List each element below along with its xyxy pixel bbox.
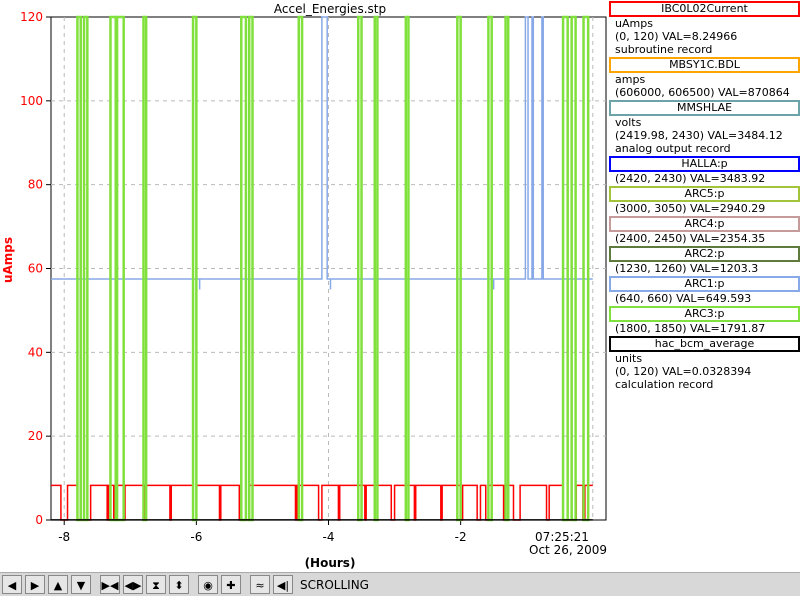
pv-entry[interactable]: MMSHLAE volts (2419.98, 2430) VAL=3484.12 a…: [609, 100, 800, 155]
y-axis-label: uAmps: [1, 237, 15, 283]
pv-detail: (0, 120) VAL=0.0328394: [615, 365, 752, 378]
pv-entry[interactable]: ARC4:p (2400, 2450) VAL=2354.35: [609, 216, 800, 245]
series-arc1-p-line: [51, 16, 593, 280]
pv-entry[interactable]: HALLA:p (2420, 2430) VAL=3483.92: [609, 156, 800, 185]
config-button[interactable]: ≈: [250, 575, 270, 594]
series-ibc0l02current-line: [51, 484, 593, 521]
series-arc3-p-bar: [582, 15, 590, 522]
series-arc3-p-bar: [487, 15, 493, 522]
pv-detail: (2400, 2450) VAL=2354.35: [615, 232, 766, 245]
y-tick-label: 20: [28, 429, 43, 443]
pv-name[interactable]: ARC1:p: [609, 276, 800, 292]
pv-name[interactable]: MBSY1C.BDL: [609, 57, 800, 73]
scroll-right-button[interactable]: ▶: [25, 575, 45, 594]
pv-detail: (3000, 3050) VAL=2940.29: [615, 202, 766, 215]
pv-detail: (1800, 1850) VAL=1791.87: [615, 322, 766, 335]
series-arc3-p-bar: [142, 15, 148, 522]
stop-scroll-button[interactable]: ◀|: [273, 575, 293, 594]
series-arc3-p-bar: [356, 15, 363, 522]
pv-name[interactable]: hac_bcm_average: [609, 336, 800, 352]
x-axis-label: (Hours): [305, 556, 356, 570]
auto-scale-button[interactable]: ◉: [198, 575, 218, 594]
y-tick-label: 40: [28, 345, 43, 359]
pv-legend-panel: IBC0L02Current uAmps (0, 120) VAL=8.24966 s…: [609, 0, 800, 400]
chart-title: Accel_Energies.stp: [274, 2, 386, 16]
pv-name[interactable]: HALLA:p: [609, 156, 800, 172]
y-tick-label: 60: [28, 262, 43, 276]
pv-detail: (0, 120) VAL=8.24966: [615, 30, 738, 43]
series-arc3-p-bar: [373, 15, 379, 522]
toolbar: ◀ ▶ ▲ ▼ ▶◀ ◀▶ ⧗ ⬍ ◉ ✚ ≈ ◀| SCROLLING: [0, 572, 800, 596]
x-axis-end-time: 07:25:21: [535, 530, 589, 544]
scroll-down-button[interactable]: ▼: [71, 575, 91, 594]
y-tick-label: 80: [28, 178, 43, 192]
pv-name[interactable]: ARC5:p: [609, 186, 800, 202]
pv-entry[interactable]: ARC3:p (1800, 1850) VAL=1791.87: [609, 306, 800, 335]
zoom-in-y-button[interactable]: ⧗: [146, 575, 166, 594]
strip-chart[interactable]: Accel_Energies.stp uAmps (Hours) 07:25:2…: [0, 0, 800, 572]
pv-entry[interactable]: IBC0L02Current uAmps (0, 120) VAL=8.24966 s…: [609, 1, 800, 56]
pv-entry[interactable]: ARC1:p (640, 660) VAL=649.593: [609, 276, 800, 305]
x-tick-label: -4: [323, 530, 335, 544]
series-arc3-p-bar: [247, 15, 254, 522]
series-arc3-p-bar: [115, 15, 125, 522]
pv-entry[interactable]: ARC2:p (1230, 1260) VAL=1203.3: [609, 246, 800, 275]
pv-name[interactable]: MMSHLAE: [609, 100, 800, 116]
pv-entry[interactable]: hac_bcm_average units (0, 120) VAL=0.03283…: [609, 336, 800, 391]
x-tick-label: -6: [190, 530, 202, 544]
zoom-in-x-button[interactable]: ▶◀: [100, 575, 120, 594]
y-tick-label: 120: [20, 10, 43, 24]
pv-detail: (1230, 1260) VAL=1203.3: [615, 262, 759, 275]
x-tick-label: -2: [455, 530, 467, 544]
pv-name[interactable]: ARC2:p: [609, 246, 800, 262]
scroll-status-label: SCROLLING: [300, 577, 369, 592]
series-arc3-p-bar: [504, 15, 510, 522]
pv-detail: (2420, 2430) VAL=3483.92: [615, 172, 766, 185]
pv-detail: subroutine record: [615, 43, 713, 56]
scroll-left-button[interactable]: ◀: [2, 575, 22, 594]
pv-detail: uAmps: [615, 17, 653, 30]
pv-name[interactable]: ARC4:p: [609, 216, 800, 232]
y-tick-label: 0: [35, 513, 43, 527]
series-arc3-p-bar: [109, 15, 118, 522]
pv-name[interactable]: IBC0L02Current: [609, 1, 800, 17]
pv-detail: units: [615, 352, 643, 365]
scroll-up-button[interactable]: ▲: [48, 575, 68, 594]
series-arc3-p-bar: [456, 15, 462, 522]
pv-detail: (640, 660) VAL=649.593: [615, 292, 752, 305]
pv-entry[interactable]: MBSY1C.BDL amps (606000, 606500) VAL=87086…: [609, 57, 800, 99]
pv-detail: analog output record: [615, 142, 731, 155]
pv-detail: (606000, 606500) VAL=870864: [615, 86, 790, 99]
x-tick-label: -8: [58, 530, 70, 544]
series-arc3-p-bar: [76, 15, 82, 522]
zoom-out-y-button[interactable]: ⬍: [169, 575, 189, 594]
series-arc3-p-bar: [191, 15, 198, 522]
y-tick-label: 100: [20, 94, 43, 108]
pv-entry[interactable]: ARC5:p (3000, 3050) VAL=2940.29: [609, 186, 800, 215]
pv-detail: calculation record: [615, 378, 714, 391]
zoom-out-x-button[interactable]: ◀▶: [123, 575, 143, 594]
x-axis-end-date: Oct 26, 2009: [529, 543, 607, 557]
pv-detail: amps: [615, 73, 646, 86]
pv-detail: volts: [615, 116, 642, 129]
pv-name[interactable]: ARC3:p: [609, 306, 800, 322]
add-trace-button[interactable]: ✚: [221, 575, 241, 594]
series-arc3-p-bar: [404, 15, 410, 522]
pv-detail: (2419.98, 2430) VAL=3484.12: [615, 129, 783, 142]
